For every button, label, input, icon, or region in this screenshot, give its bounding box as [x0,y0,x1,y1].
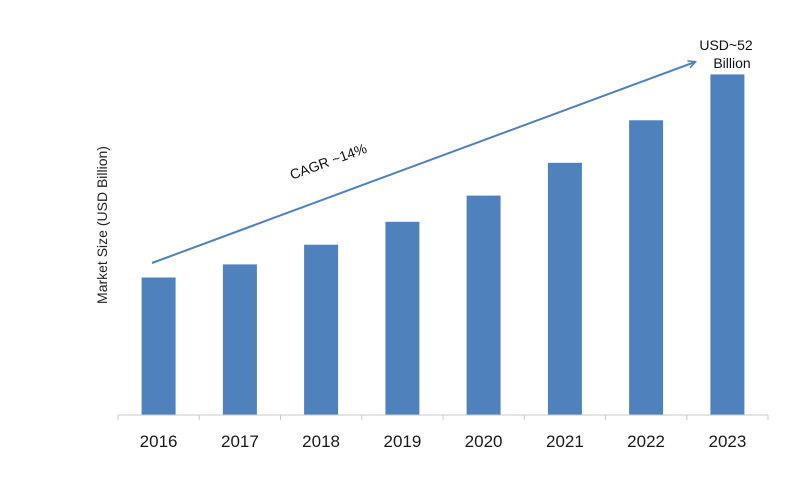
x-tick-label-2019: 2019 [383,432,421,451]
final-value-label-line1: USD~52 [699,37,753,53]
x-tick-label-2017: 2017 [221,432,259,451]
x-tick-label-2016: 2016 [140,432,178,451]
x-tick-label-2018: 2018 [302,432,340,451]
x-axis-ticks [117,415,769,420]
x-tick-label-2022: 2022 [627,432,665,451]
bar-2017 [222,264,257,416]
cagr-trend-arrow [151,62,695,264]
bar-2016 [141,277,176,415]
x-tick-label-2021: 2021 [546,432,584,451]
bar-2019 [385,221,420,415]
cagr-label: CAGR ~14% [288,140,369,183]
x-tick-labels: 2016 2017 2018 2019 2020 2021 2022 2023 [140,432,747,451]
bar-2018 [304,244,339,415]
y-axis-title: Market Size (USD Billion) [94,146,110,304]
bar-2023 [710,74,745,416]
bar-2022 [629,120,664,416]
bar-2020 [466,195,501,415]
x-tick-label-2023: 2023 [708,432,746,451]
x-tick-label-2020: 2020 [465,432,503,451]
final-value-label-line2: Billion [713,55,750,71]
bar-series [141,74,745,416]
bar-2021 [547,162,582,415]
